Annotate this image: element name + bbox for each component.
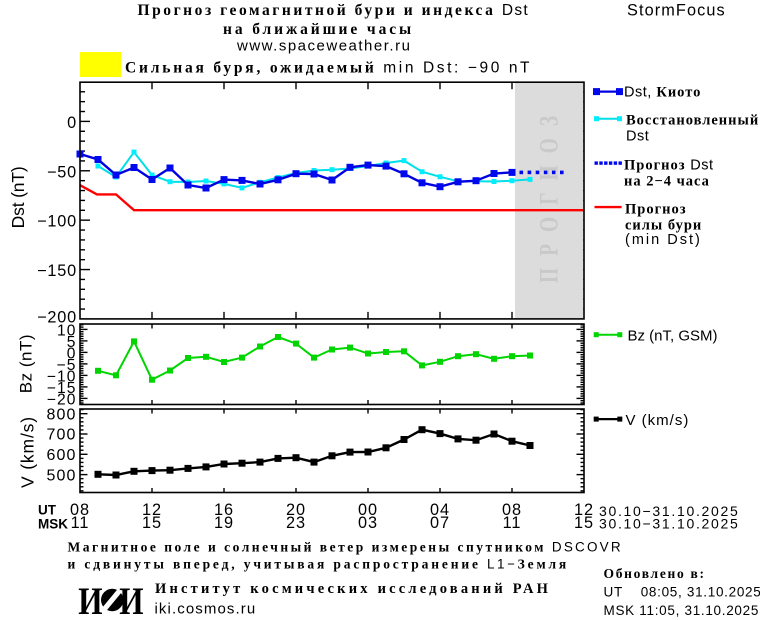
svg-text:0: 0 bbox=[67, 114, 77, 132]
svg-text:04: 04 bbox=[430, 501, 450, 519]
svg-text:MSK: MSK bbox=[38, 517, 68, 532]
svg-text:MSK 11:05, 31.10.2025: MSK 11:05, 31.10.2025 bbox=[604, 603, 760, 618]
svg-text:−150: −150 bbox=[37, 262, 77, 280]
svg-text:Dst, Киото: Dst, Киото bbox=[624, 85, 701, 101]
svg-text:30.10−31.10.2025: 30.10−31.10.2025 bbox=[599, 503, 739, 519]
svg-text:И: И bbox=[119, 580, 143, 620]
svg-text:Bz (nT, GSM): Bz (nT, GSM) bbox=[628, 328, 718, 345]
svg-text:И: И bbox=[78, 580, 102, 620]
svg-text:Dst (nT): Dst (nT) bbox=[8, 166, 28, 228]
svg-text:iki.cosmos.ru: iki.cosmos.ru bbox=[155, 601, 257, 618]
svg-text:Прогноз геомагнитной бури и ин: Прогноз геомагнитной бури и индекса Dst bbox=[138, 2, 530, 19]
svg-text:11: 11 bbox=[503, 514, 522, 532]
svg-text:07: 07 bbox=[430, 514, 450, 532]
svg-text:−10: −10 bbox=[47, 368, 77, 385]
svg-text:500: 500 bbox=[47, 467, 77, 484]
svg-text:на 2−4 часа: на 2−4 часа bbox=[624, 174, 710, 190]
svg-text:08: 08 bbox=[502, 501, 522, 519]
svg-text:силы бури: силы бури bbox=[625, 218, 702, 234]
svg-text:Институт космических исследова: Институт космических исследований РАН bbox=[155, 581, 551, 597]
svg-text:www.spaceweather.ru: www.spaceweather.ru bbox=[236, 38, 411, 55]
svg-text:Восстановленный: Восстановленный bbox=[626, 113, 759, 129]
svg-text:23: 23 bbox=[286, 514, 306, 532]
svg-text:30.10−31.10.2025: 30.10−31.10.2025 bbox=[599, 516, 739, 532]
svg-text:12: 12 bbox=[142, 501, 162, 519]
svg-text:Прогноз: Прогноз bbox=[625, 202, 687, 218]
svg-text:V (km/s): V (km/s) bbox=[626, 412, 690, 429]
svg-text:−20: −20 bbox=[47, 391, 77, 408]
svg-text:Магнитное поле и солнечный вет: Магнитное поле и солнечный ветер измерен… bbox=[68, 540, 623, 555]
svg-text:−50: −50 bbox=[47, 163, 77, 181]
svg-text:UT: UT bbox=[38, 503, 57, 518]
svg-text:600: 600 bbox=[47, 447, 77, 464]
svg-text:−15: −15 bbox=[47, 380, 77, 397]
svg-text:5: 5 bbox=[67, 334, 77, 351]
svg-text:08: 08 bbox=[70, 501, 90, 519]
svg-text:и сдвинуты вперед, учитывая ра: и сдвинуты вперед, учитывая распростране… bbox=[68, 557, 570, 572]
svg-text:19: 19 bbox=[214, 514, 234, 532]
svg-text:20: 20 bbox=[286, 501, 306, 519]
svg-text:UT 08:05, 31.10.2025: UT 08:05, 31.10.2025 bbox=[604, 585, 760, 600]
svg-text:12: 12 bbox=[574, 501, 594, 519]
svg-text:Обновлено в:: Обновлено в: bbox=[604, 566, 706, 581]
svg-text:10: 10 bbox=[57, 322, 77, 339]
svg-text:Сильная буря, ожидаемый min Ds: Сильная буря, ожидаемый min Dst: −90 nT bbox=[125, 60, 532, 77]
svg-text:V (km/s): V (km/s) bbox=[17, 416, 37, 488]
svg-text:03: 03 bbox=[358, 514, 378, 532]
svg-text:−100: −100 bbox=[37, 213, 77, 231]
svg-text:Bz (nT): Bz (nT) bbox=[16, 334, 35, 393]
svg-text:Прогноз Dst: Прогноз Dst bbox=[624, 158, 713, 174]
svg-text:−5: −5 bbox=[57, 357, 77, 374]
svg-text:16: 16 bbox=[214, 501, 234, 519]
svg-text:Dst: Dst bbox=[626, 129, 649, 145]
svg-text:15: 15 bbox=[574, 514, 594, 532]
svg-text:на ближайшие часы: на ближайшие часы bbox=[223, 21, 414, 38]
svg-text:StormFocus: StormFocus bbox=[627, 2, 726, 20]
svg-text:−200: −200 bbox=[37, 309, 77, 327]
svg-text:700: 700 bbox=[47, 427, 77, 444]
svg-text:0: 0 bbox=[67, 345, 77, 362]
svg-text:11: 11 bbox=[71, 514, 90, 532]
svg-text:ПРОГНОЗ: ПРОГНОЗ bbox=[535, 104, 563, 283]
svg-text:00: 00 bbox=[358, 501, 378, 519]
svg-text:800: 800 bbox=[47, 406, 77, 423]
svg-text:15: 15 bbox=[142, 514, 162, 532]
svg-text:(min Dst): (min Dst) bbox=[625, 232, 702, 248]
